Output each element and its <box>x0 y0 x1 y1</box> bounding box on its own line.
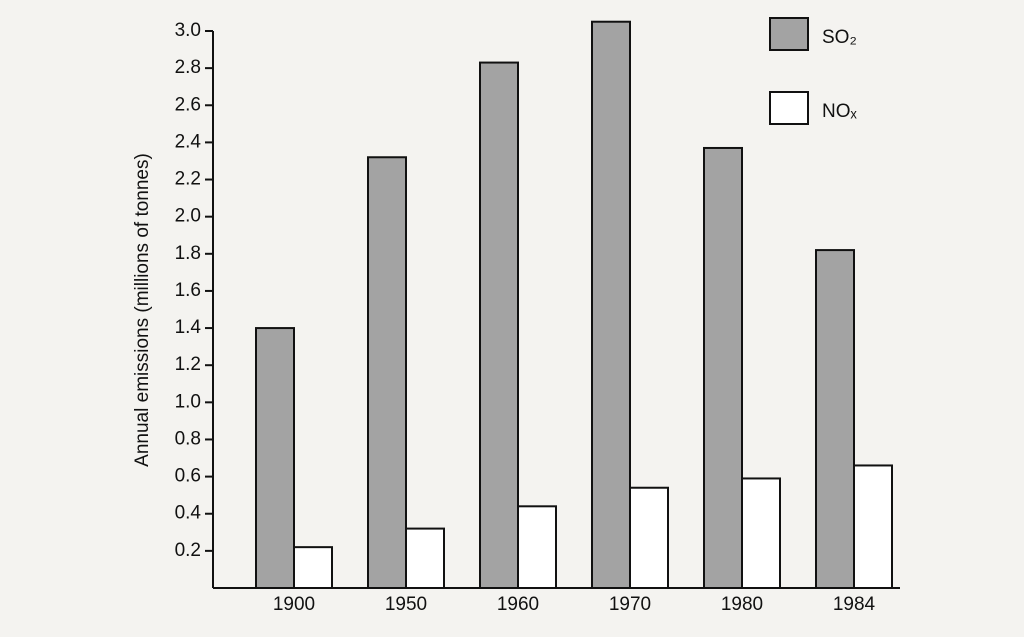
y-tick-label: 1.8 <box>175 243 201 264</box>
bar <box>255 327 295 589</box>
y-tick-label: 2.6 <box>175 94 201 115</box>
bar <box>591 20 631 589</box>
x-tick-label: 1970 <box>609 594 651 615</box>
bar <box>703 146 743 589</box>
legend-swatch <box>769 91 809 125</box>
bar <box>517 505 557 590</box>
y-tick-label: 2.0 <box>175 206 201 227</box>
x-tick-label: 1984 <box>833 594 876 615</box>
x-tick-label: 1900 <box>273 594 315 615</box>
y-tick-label: 2.2 <box>175 169 201 190</box>
y-tick-label: 0.4 <box>175 503 202 524</box>
legend-label: NOₓ <box>822 101 858 122</box>
y-tick-label: 3.0 <box>175 20 201 41</box>
y-tick-label: 1.2 <box>175 354 201 375</box>
bar <box>367 156 407 589</box>
bar <box>629 486 669 589</box>
bar <box>405 527 445 590</box>
y-tick-label: 0.8 <box>175 428 201 449</box>
y-tick-label: 2.8 <box>175 57 201 78</box>
y-tick-label: 2.4 <box>175 131 202 152</box>
bar <box>479 61 519 589</box>
legend-swatch <box>769 17 809 51</box>
x-tick-label: 1980 <box>721 594 763 615</box>
bar <box>741 477 781 589</box>
legend-label: SO₂ <box>822 27 857 48</box>
bar <box>853 464 893 589</box>
y-tick-label: 1.4 <box>175 317 202 338</box>
bar <box>293 546 333 589</box>
y-tick-label: 0.6 <box>175 466 201 487</box>
y-tick-label: 1.0 <box>175 391 201 412</box>
x-tick-label: 1960 <box>497 594 539 615</box>
y-axis-label: Annual emissions (millions of tonnes) <box>132 153 153 467</box>
y-tick-label: 0.2 <box>175 540 201 561</box>
x-tick-label: 1950 <box>385 594 427 615</box>
y-tick-label: 1.6 <box>175 280 201 301</box>
bar <box>815 249 855 589</box>
